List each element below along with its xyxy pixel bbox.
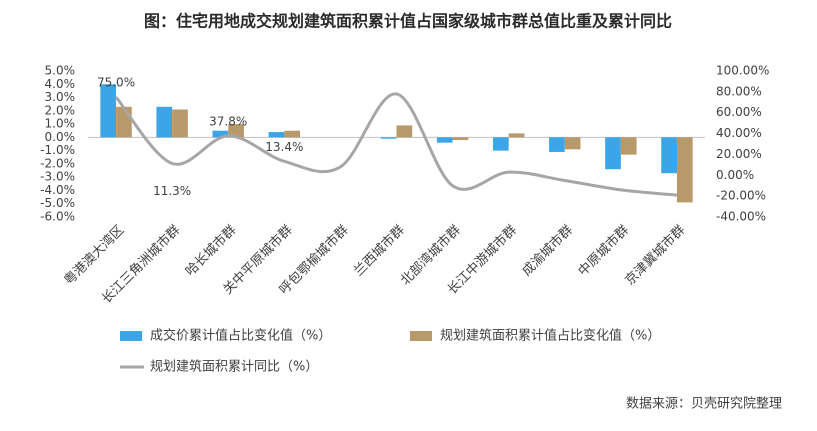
source-note: 数据来源：贝壳研究院整理: [626, 397, 782, 412]
bar: [436, 137, 453, 143]
legend-label: 规划建筑面积累计同比（%）: [150, 359, 318, 375]
legend-swatch: [410, 331, 432, 341]
y-tick-label: 2.0%: [45, 103, 76, 117]
bar: [212, 130, 229, 138]
data-label: 75.0%: [97, 76, 135, 90]
y2-tick-label: 20.00%: [716, 147, 762, 161]
bar: [284, 130, 301, 138]
bar: [620, 137, 637, 155]
chart-title: 图：住宅用地成交规划建筑面积累计值占国家级城市群总值比重及累计同比: [144, 12, 672, 31]
y-tick-label: -3.0%: [40, 170, 75, 184]
y2-tick-label: -20.00%: [716, 189, 766, 203]
bar: [396, 125, 413, 138]
y2-tick-label: 80.00%: [716, 84, 762, 98]
bar: [100, 84, 117, 138]
x-tick-label: 成渝城市群: [519, 222, 576, 279]
legend-swatch: [120, 331, 142, 341]
x-tick-label: 兰西城市群: [351, 222, 408, 279]
bar: [676, 137, 693, 203]
bar: [492, 137, 509, 151]
y-tick-label: 4.0%: [45, 77, 76, 91]
y2-tick-label: 100.00%: [716, 64, 769, 78]
y-tick-label: -5.0%: [40, 196, 75, 210]
legend-label: 规划建筑面积累计值占比变化值（%）: [440, 328, 660, 344]
data-label: 11.3%: [153, 184, 191, 198]
y2-tick-label: 0.00%: [716, 168, 754, 182]
y-tick-label: -4.0%: [40, 183, 75, 197]
y-tick-label: -2.0%: [40, 156, 75, 170]
bar: [452, 137, 469, 141]
x-tick-label: 京津冀城市群: [622, 222, 688, 288]
bar: [549, 137, 565, 152]
y-tick-label: 3.0%: [45, 90, 76, 104]
bar: [268, 132, 285, 138]
x-tick-label: 中原城市群: [575, 222, 632, 279]
legend-label: 成交价累计值占比变化值（%）: [150, 328, 331, 344]
bar: [564, 137, 581, 150]
y-tick-label: 1.0%: [45, 117, 76, 131]
bar: [172, 109, 188, 138]
y2-tick-label: 40.00%: [716, 126, 762, 140]
bar: [228, 124, 244, 138]
y-tick-label: -1.0%: [40, 143, 75, 157]
bar: [661, 137, 677, 174]
x-tick-label: 哈长城市群: [182, 222, 239, 279]
data-label: 37.8%: [209, 114, 247, 128]
data-label: 13.4%: [265, 140, 303, 154]
line: [114, 92, 678, 197]
bar: [508, 133, 525, 138]
bar: [605, 137, 621, 170]
y-tick-label: 0.0%: [45, 130, 76, 144]
bar: [116, 106, 132, 138]
y2-tick-label: -40.00%: [716, 210, 766, 224]
y2-tick-label: 60.00%: [716, 105, 762, 119]
y-tick-label: -6.0%: [40, 210, 75, 224]
bar: [156, 106, 173, 138]
y-tick-label: 5.0%: [45, 64, 76, 78]
bar: [380, 137, 397, 139]
